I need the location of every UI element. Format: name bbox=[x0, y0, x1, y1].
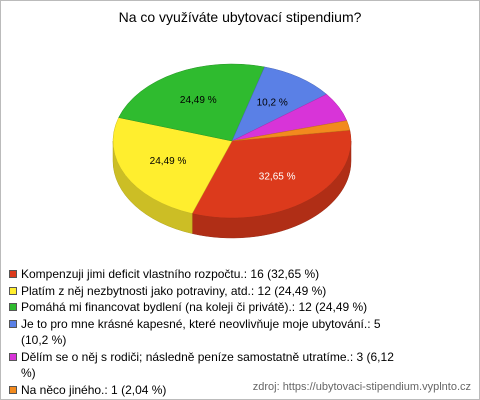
pie-area: Na co využíváte ubytovací stipendium? 32… bbox=[112, 9, 362, 239]
legend-label: Dělím se o něj s rodiči; následně peníze… bbox=[21, 349, 394, 381]
value-label: 24,49 % bbox=[180, 95, 217, 106]
slice bbox=[191, 130, 352, 219]
legend-label: Je to pro mne krásné kapesné, které neov… bbox=[21, 316, 381, 348]
chart-title: Na co využíváte ubytovací stipendium? bbox=[119, 9, 362, 25]
legend-swatch bbox=[9, 270, 17, 278]
slice bbox=[118, 63, 265, 142]
source-note: zdroj: https://ubytovaci-stipendium.vypl… bbox=[252, 381, 471, 393]
legend-item: Platím z něj nezbytnosti jako potraviny,… bbox=[9, 283, 409, 300]
value-label: 24,49 % bbox=[150, 156, 187, 167]
legend-item: Je to pro mne krásné kapesné, které neov… bbox=[9, 316, 409, 349]
legend-label: Platím z něj nezbytnosti jako potraviny,… bbox=[21, 283, 327, 298]
value-label: 10,2 % bbox=[257, 97, 288, 108]
slice bbox=[231, 66, 328, 142]
legend-item: Na něco jiného.: 1 (2,04 %) bbox=[9, 382, 409, 399]
legend-swatch bbox=[9, 286, 17, 295]
legend-item: Dělím se o něj s rodiči; následně peníze… bbox=[9, 349, 409, 382]
legend: Kompenzuji jimi deficit vlastního rozpoč… bbox=[9, 266, 409, 398]
legend-swatch bbox=[9, 303, 17, 311]
slice bbox=[112, 117, 233, 214]
legend-item: Kompenzuji jimi deficit vlastního rozpoč… bbox=[9, 266, 409, 283]
legend-swatch bbox=[9, 385, 17, 394]
legend-label: Na něco jiného.: 1 (2,04 %) bbox=[21, 382, 167, 397]
legend-swatch bbox=[9, 352, 17, 361]
slice bbox=[231, 120, 351, 142]
value-label: 32,65 % bbox=[259, 171, 296, 182]
legend-swatch bbox=[9, 319, 17, 328]
legend-label: Pomáhá mi financovat bydlení (na koleji … bbox=[21, 300, 368, 314]
legend-item: Pomáhá mi financovat bydlení (na koleji … bbox=[9, 299, 409, 316]
legend-label: Kompenzuji jimi deficit vlastního rozpoč… bbox=[21, 267, 320, 281]
